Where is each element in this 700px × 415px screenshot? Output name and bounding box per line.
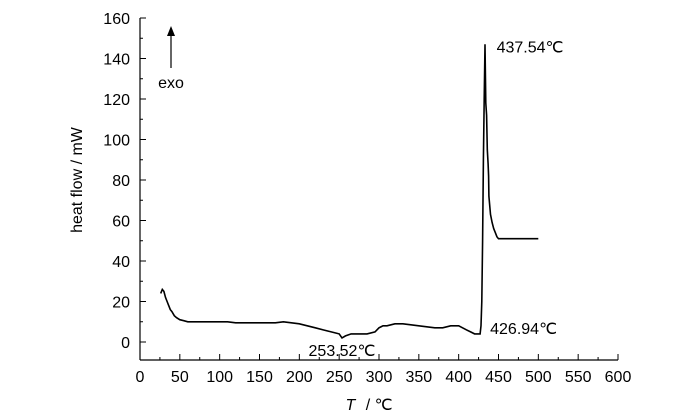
x-tick-label: 450 [485, 369, 512, 386]
x-tick-label: 100 [206, 369, 233, 386]
x-axis-label: T / ℃ [345, 397, 392, 414]
x-tick-label: 550 [565, 369, 592, 386]
y-tick-label: 160 [103, 11, 130, 28]
y-tick-label: 60 [112, 214, 130, 231]
x-tick-label: 250 [326, 369, 353, 386]
x-tick-label: 500 [525, 369, 552, 386]
y-tick-label: 80 [112, 173, 130, 190]
x-tick-label: 350 [405, 369, 432, 386]
peak-annotation: 437.54℃ [497, 39, 564, 56]
annotations: 437.54℃ 426.94℃ 253.52℃ [309, 39, 564, 360]
heat-flow-line [159, 44, 539, 339]
x-ticks: 0 50 100 150 200 250 300 350 400 450 500 550 600 [136, 354, 632, 386]
x-tick-label: 200 [286, 369, 313, 386]
x-tick-label: 300 [366, 369, 393, 386]
exo-arrowhead-icon [167, 26, 175, 36]
y-tick-label: 40 [112, 254, 130, 271]
y-axis-label: heat flow / mW [69, 126, 86, 233]
y-tick-label: 120 [103, 92, 130, 109]
exo-label: exo [158, 75, 184, 92]
x-tick-label: 600 [605, 369, 632, 386]
x-tick-label: 150 [246, 369, 273, 386]
y-tick-label: 100 [103, 133, 130, 150]
y-tick-label: 140 [103, 52, 130, 69]
x-axis-label-variable: T [345, 397, 356, 414]
x-axis-label-unit: / ℃ [366, 397, 393, 414]
axes [139, 18, 618, 361]
y-tick-label: 0 [121, 335, 130, 352]
exo-indicator: exo [158, 26, 184, 92]
x-tick-label: 50 [171, 369, 189, 386]
peak-annotation: 426.94℃ [490, 321, 557, 338]
peak-annotation: 253.52℃ [309, 343, 376, 360]
y-ticks: 0 20 40 60 80 100 120 140 160 [103, 11, 146, 352]
x-tick-label: 400 [445, 369, 472, 386]
y-tick-label: 20 [112, 295, 130, 312]
x-tick-label: 0 [136, 369, 145, 386]
